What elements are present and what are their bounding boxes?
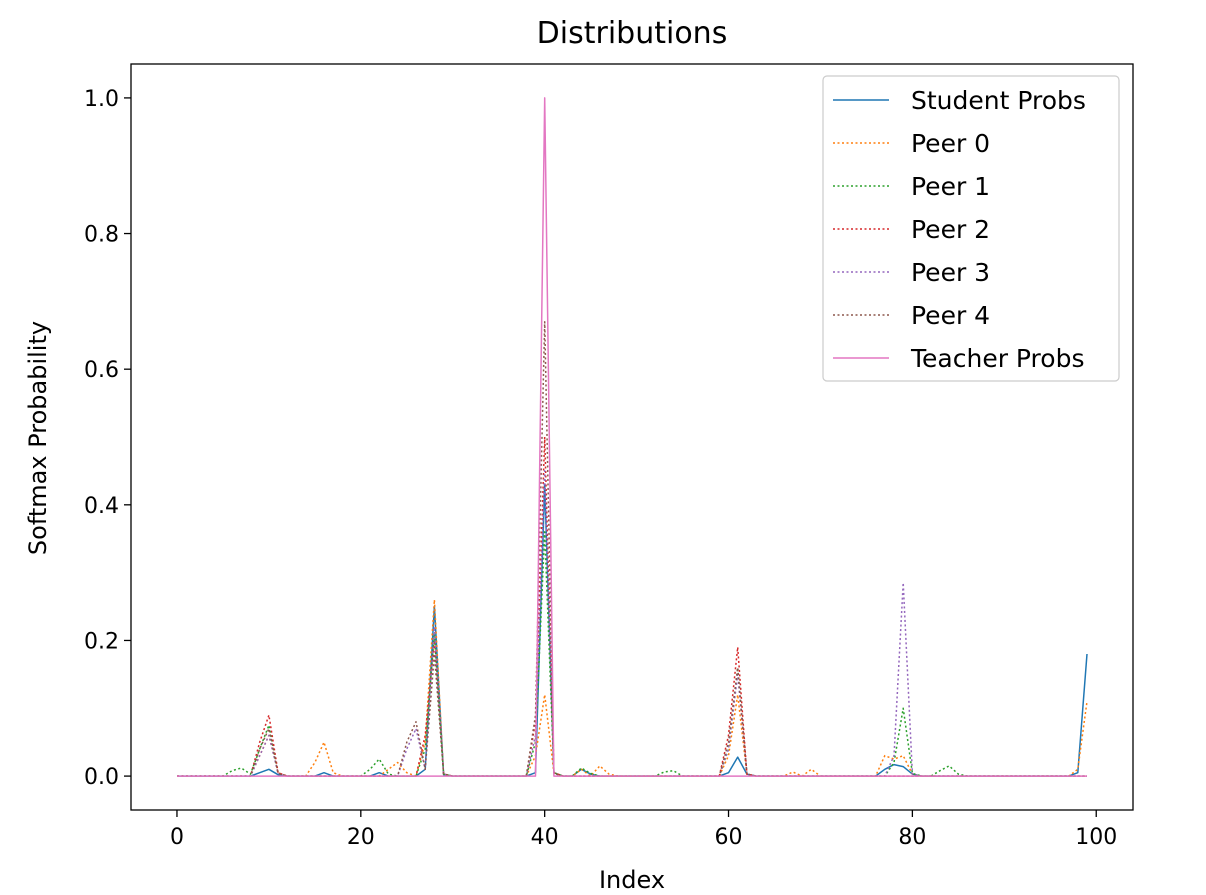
- series-line: [177, 436, 1087, 777]
- y-tick-label: 0.2: [84, 629, 119, 654]
- series-line: [177, 320, 1087, 777]
- y-axis-label: Softmax Probability: [24, 321, 52, 555]
- y-tick-label: 1.0: [84, 87, 119, 112]
- y-tick-label: 0.4: [84, 494, 119, 519]
- x-tick-label: 0: [170, 825, 184, 850]
- legend-label: Student Probs: [911, 86, 1086, 115]
- legend-label: Teacher Probs: [910, 344, 1084, 373]
- x-tick-label: 40: [531, 825, 559, 850]
- legend-box: [822, 75, 1120, 382]
- x-tick-label: 20: [347, 825, 375, 850]
- y-tick-label: 0.8: [84, 223, 119, 248]
- legend-label: Peer 0: [911, 129, 990, 158]
- plot-frame: [130, 63, 1134, 811]
- y-tick-label: 0.0: [84, 765, 119, 790]
- legend-label: Peer 1: [911, 172, 990, 201]
- y-tick-label: 0.6: [84, 358, 119, 383]
- x-tick-label: 60: [715, 825, 743, 850]
- series-line: [177, 97, 1087, 777]
- series-line: [177, 531, 1087, 777]
- series-line: [177, 483, 1088, 777]
- series-line: [177, 470, 1087, 777]
- series-line: [177, 599, 1088, 777]
- x-tick-label: 80: [898, 825, 926, 850]
- legend: Student Probs Peer 0 Peer 1 Peer 2 Peer 3 Pee…: [822, 75, 1120, 382]
- chart-title: Distributions: [537, 16, 728, 51]
- legend-label: Peer 2: [911, 215, 990, 244]
- x-axis-label: Index: [599, 866, 665, 894]
- x-tick-label: 100: [1075, 825, 1117, 850]
- legend-label: Peer 4: [911, 301, 990, 330]
- legend-label: Peer 3: [911, 258, 990, 287]
- plot-area: 0 20 40 60 80 100 0.0 0.2 0.4 0.6 0.8 1.0: [84, 63, 1134, 850]
